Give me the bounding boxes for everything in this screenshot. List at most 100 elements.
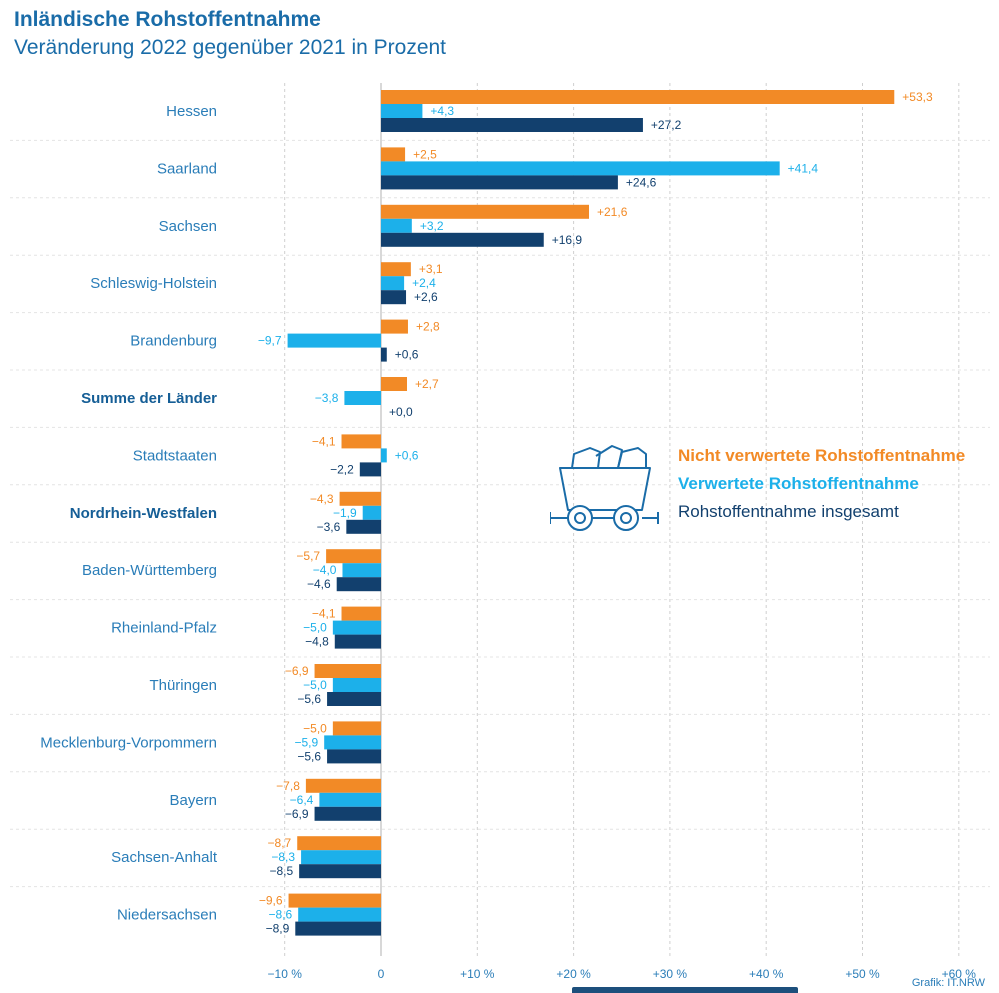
value-label: +53,3 [902, 90, 933, 104]
value-label: −5,6 [297, 749, 321, 763]
bar [346, 519, 381, 534]
value-label: −8,3 [271, 850, 295, 864]
bar [381, 232, 544, 247]
category-label: Niedersachsen [117, 907, 217, 924]
value-label: +2,4 [412, 276, 436, 290]
bar [362, 505, 381, 520]
value-label: −6,9 [285, 664, 309, 678]
bar [324, 735, 381, 750]
source-credit: Grafik: IT.NRW [911, 977, 985, 989]
value-label: −4,3 [310, 492, 334, 506]
bar [381, 448, 387, 463]
category-label: Summe der Länder [81, 390, 217, 407]
value-label: −4,1 [312, 607, 336, 621]
value-label: +0,0 [389, 405, 413, 419]
bar [332, 721, 381, 736]
x-tick-label: 0 [378, 967, 385, 981]
value-label: +2,6 [414, 290, 438, 304]
category-label: Sachsen [159, 218, 217, 235]
bar [381, 161, 780, 176]
bar [326, 549, 381, 564]
value-label: −4,6 [307, 577, 331, 591]
value-label: +16,9 [552, 233, 583, 247]
bar [287, 333, 381, 348]
x-tick-label: +60 % [942, 967, 977, 981]
category-label: Bayern [169, 792, 217, 809]
category-label: Mecklenburg-Vorpommern [40, 734, 217, 751]
value-labels: +53,3 +4,3 +27,2 +2,5 +41,4 +24,6 +21,6 +3,2 +16… [258, 90, 933, 936]
value-label: +4,3 [430, 104, 454, 118]
bars [287, 90, 895, 936]
value-label: −6,4 [290, 793, 314, 807]
bar [339, 491, 381, 506]
value-label: +2,8 [416, 320, 440, 334]
gridlines [10, 83, 990, 956]
x-tick-label: +20 % [556, 967, 591, 981]
bar [327, 749, 381, 764]
value-label: −8,7 [268, 836, 292, 850]
value-label: −1,9 [333, 506, 357, 520]
bar [344, 391, 381, 405]
bar [288, 893, 381, 908]
bar [381, 319, 408, 334]
bar [299, 864, 381, 879]
bar [314, 806, 381, 821]
value-label: −2,2 [330, 462, 354, 476]
value-label: +0,6 [395, 448, 419, 462]
bottom-bar [572, 987, 798, 993]
bar [359, 462, 381, 477]
category-label: Saarland [157, 160, 217, 177]
value-label: +2,7 [415, 377, 439, 391]
bar [341, 606, 381, 621]
bar [334, 634, 381, 649]
category-label: Stadtstaaten [133, 447, 217, 464]
value-label: −5,0 [303, 721, 327, 735]
x-tick-label: +30 % [653, 967, 688, 981]
bar [341, 434, 381, 449]
bar [381, 262, 411, 277]
value-label: −3,8 [315, 391, 339, 405]
bar [381, 118, 643, 132]
value-label: −6,9 [285, 807, 309, 821]
x-tick-label: +10 % [460, 967, 495, 981]
value-label: −9,6 [259, 894, 283, 908]
x-tick-label: +50 % [845, 967, 880, 981]
bar [381, 104, 423, 118]
value-label: −5,6 [297, 692, 321, 706]
category-label: Baden-Württemberg [82, 562, 217, 579]
value-label: −8,9 [266, 922, 290, 936]
chart-title: Inländische Rohstoffentnahme [14, 8, 321, 31]
category-label: Rheinland-Pfalz [111, 620, 217, 637]
bar [381, 276, 405, 291]
value-label: −4,1 [312, 434, 336, 448]
bar [381, 218, 412, 233]
bar [297, 836, 381, 851]
category-label: Thüringen [149, 677, 217, 694]
category-label: Hessen [166, 103, 217, 120]
value-label: −8,5 [269, 864, 293, 878]
value-label: −8,6 [268, 908, 292, 922]
bar [381, 377, 408, 391]
category-label: Nordrhein-Westfalen [70, 505, 217, 522]
legend-item-nicht-verwertete: Nicht verwertete Rohstoffentnahme [678, 446, 966, 465]
value-label: +24,6 [626, 175, 657, 189]
bar [381, 290, 407, 305]
category-label: Schleswig-Holstein [90, 275, 217, 292]
bar [319, 792, 381, 807]
value-label: −5,9 [294, 735, 318, 749]
bar [305, 778, 381, 793]
bar [381, 175, 618, 190]
bar [327, 692, 381, 706]
value-label: −7,8 [276, 779, 300, 793]
mine-cart-icon [550, 445, 659, 531]
category-label: Brandenburg [130, 333, 217, 350]
bar [314, 664, 381, 678]
bar [301, 850, 381, 865]
bar [381, 90, 895, 104]
value-label: −5,0 [303, 678, 327, 692]
value-label: +3,1 [419, 262, 443, 276]
x-axis-ticks: −10 % 0 +10 % +20 % +30 % +40 % +50 % +60 % [268, 967, 977, 981]
value-label: −4,0 [313, 563, 337, 577]
bar [332, 678, 381, 692]
